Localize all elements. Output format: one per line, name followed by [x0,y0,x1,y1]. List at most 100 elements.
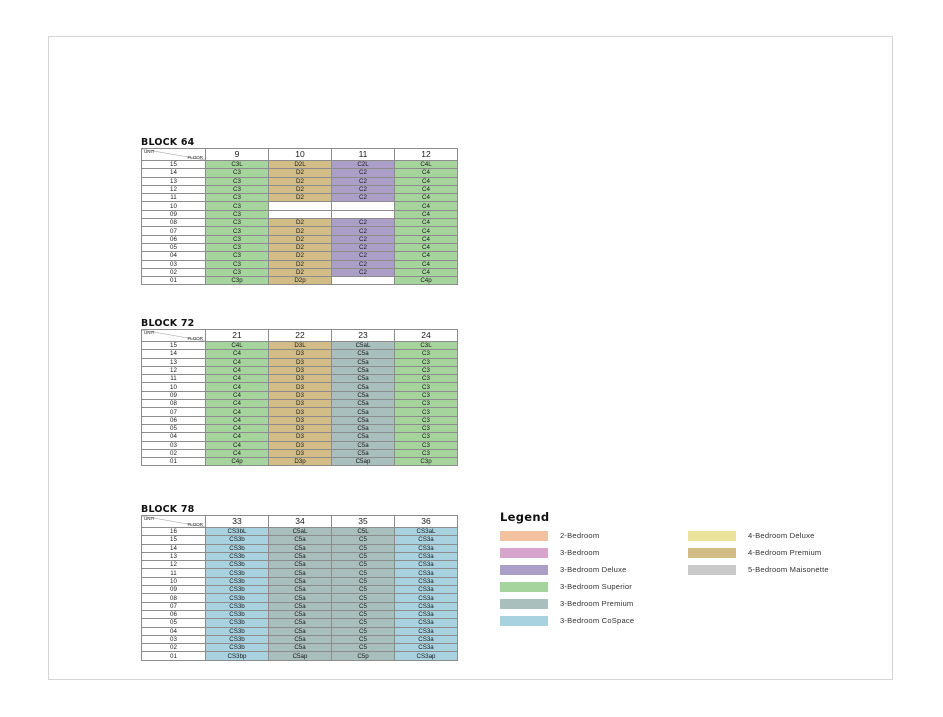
unit-type-cell: C3L [205,159,269,170]
unit-type-cell: C3 [205,234,269,244]
floor-number: 08 [141,218,206,228]
unit-type-cell: D3 [268,399,332,409]
unit-header: 22 [268,329,332,342]
unit-type-cell: CS3b [205,551,269,562]
table-row: 15 C3L D2L C2L C4L [141,159,458,170]
unit-type-cell: C5a [331,365,395,376]
unit-type-cell: C5 [331,585,395,595]
empty-cell [331,209,395,220]
unit-type-cell: D3 [268,357,332,367]
unit-type-cell: C3 [394,382,458,392]
unit-type-cell: C4 [394,242,458,253]
unit-type-cell: C3 [205,176,269,186]
unit-type-cell: C4 [205,423,269,434]
floor-number: 02 [141,448,206,459]
floor-number: 12 [141,184,206,195]
table-row: 05 C3 D2 C2 C4 [141,242,458,253]
unit-type-cell: D3 [268,382,332,392]
unit-type-cell: D2L [268,159,332,170]
unit-type-cell: C3 [205,226,269,236]
unit-type-cell: C3L [394,340,458,351]
unit-type-cell: CS3b [205,601,269,611]
unit-type-cell: C4 [394,176,458,186]
floor-number: 05 [141,423,206,434]
unit-type-cell: D3 [268,423,332,434]
unit-type-cell: C5a [268,551,332,562]
diagonal-line [143,516,204,527]
unit-type-cell: C5 [331,543,395,553]
unit-type-cell: C3 [394,407,458,417]
unit-type-cell: C2L [331,159,395,170]
unit-type-cell: C2 [331,168,395,178]
unit-header: 34 [268,515,332,528]
unit-type-cell: CS3b [205,593,269,603]
unit-type-cell: C5a [331,415,395,425]
unit-type-cell: D3p [268,457,332,467]
unit-type-cell: C5 [331,576,395,587]
table-row: 13 CS3b C5a C5 CS3a [141,551,458,562]
unit-type-cell: CS3bp [205,651,269,661]
unit-type-cell: CS3a [394,601,458,611]
unit-type-cell: C3 [205,168,269,178]
floor-number: 03 [141,634,206,645]
unit-type-cell: C4 [394,209,458,220]
floor-number: 15 [141,340,206,351]
legend-swatch [688,548,736,558]
floor-number: 12 [141,560,206,570]
unit-type-cell: C3 [394,440,458,450]
unit-type-cell: D2 [268,184,332,195]
floor-number: 09 [141,209,206,220]
unit-type-cell: CS3a [394,643,458,653]
block-72: BLOCK 72 UNIT FLOOR 21 22 23 24 15 C4L D3L C5aL C3… [141,318,458,467]
legend-swatch [688,531,736,541]
legend-label: 3-Bedroom Deluxe [560,565,627,574]
floor-label: FLOOR [187,336,203,341]
unit-type-cell: C5 [331,568,395,578]
unit-type-cell: CS3ap [394,651,458,661]
table-row: 05 CS3b C5a C5 CS3a [141,618,458,628]
unit-type-cell: C2 [331,251,395,261]
floor-number: 07 [141,601,206,611]
unit-header: 11 [331,148,395,161]
floor-number: 02 [141,643,206,653]
unit-type-cell: C5a [268,601,332,611]
unit-type-cell: C3 [205,259,269,269]
unit-type-cell: D3 [268,432,332,442]
unit-type-cell: C4 [394,267,458,278]
unit-type-cell: C5 [331,634,395,645]
unit-type-cell: C5a [268,618,332,628]
block-title: BLOCK 64 [141,137,195,148]
unit-type-cell: C2 [331,267,395,278]
unit-type-cell: C3 [394,448,458,459]
floor-number: 14 [141,543,206,553]
table-row: 04 CS3b C5a C5 CS3a [141,626,458,636]
unit-type-cell: CS3a [394,551,458,562]
block-title: BLOCK 72 [141,318,195,329]
unit-label: UNIT [144,330,155,336]
table-row: 07 C4 D3 C5a C3 [141,407,458,417]
unit-type-cell: C4 [205,432,269,442]
unit-type-cell: C4 [394,234,458,244]
unit-header: 24 [394,329,458,342]
unit-header: 36 [394,515,458,528]
unit-type-cell: CS3aL [394,526,458,537]
table-row: 05 C4 D3 C5a C3 [141,423,458,434]
unit-type-cell: D2 [268,251,332,261]
table-row: 08 C3 D2 C2 C4 [141,218,458,228]
unit-type-cell: C5ap [268,651,332,661]
unit-type-cell: D3 [268,440,332,450]
table-row: 02 C4 D3 C5a C3 [141,448,458,459]
header-row: UNIT FLOOR 9 10 11 12 [141,148,458,161]
floor-number: 08 [141,593,206,603]
unit-type-cell: CS3b [205,543,269,553]
unit-type-cell: CS3b [205,618,269,628]
legend-label: 5-Bedroom Maisonette [748,565,829,574]
unit-table: UNIT FLOOR 33 34 35 36 16 CS3bL C5aL C5L CS3aL 15 CS… [141,515,458,661]
unit-type-cell: C4 [205,382,269,392]
unit-type-cell: CS3a [394,609,458,620]
floor-number: 10 [141,576,206,587]
unit-table: UNIT FLOOR 21 22 23 24 15 C4L D3L C5aL C3L 14 C4 D3 C5… [141,329,458,467]
floor-number: 07 [141,407,206,417]
floor-number: 09 [141,585,206,595]
unit-type-cell: C5a [331,448,395,459]
